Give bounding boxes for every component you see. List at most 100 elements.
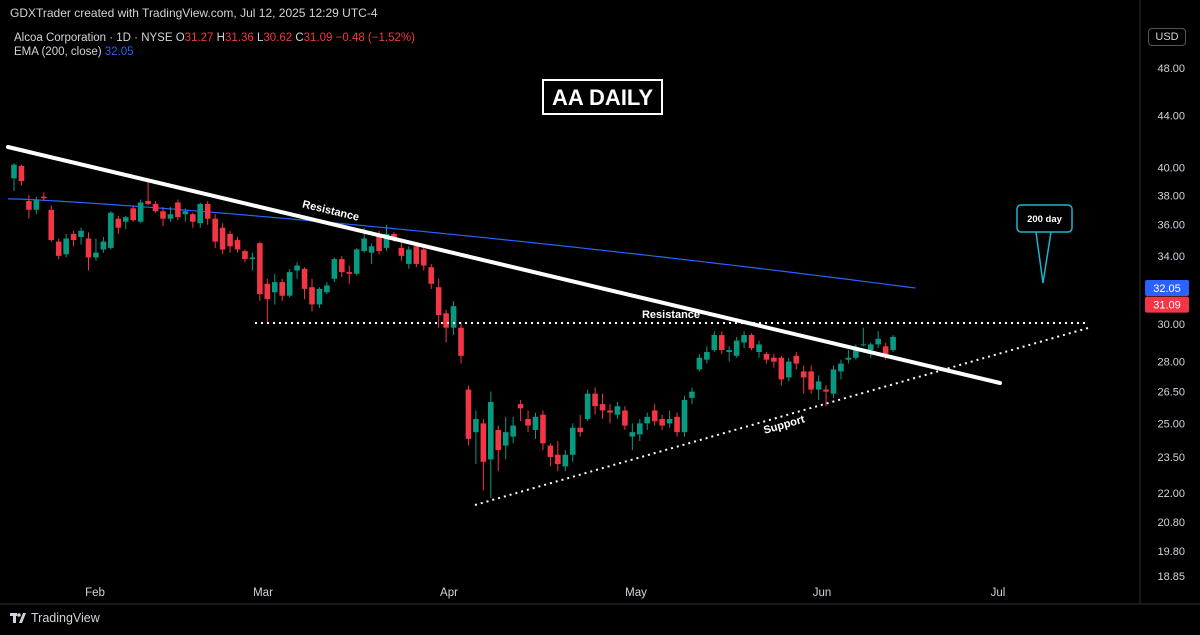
candle[interactable] bbox=[681, 395, 688, 437]
candle[interactable] bbox=[838, 359, 844, 380]
candle[interactable] bbox=[152, 201, 159, 213]
candle[interactable] bbox=[26, 195, 32, 219]
candle[interactable] bbox=[592, 387, 598, 415]
candle[interactable] bbox=[353, 247, 360, 276]
candle[interactable] bbox=[443, 309, 449, 343]
candle[interactable] bbox=[160, 206, 166, 227]
candle[interactable] bbox=[733, 336, 740, 358]
candle[interactable] bbox=[793, 351, 800, 370]
candle[interactable] bbox=[696, 353, 703, 372]
candle[interactable] bbox=[137, 199, 144, 224]
candle[interactable] bbox=[741, 331, 747, 349]
candle[interactable] bbox=[666, 410, 673, 428]
candle[interactable] bbox=[286, 268, 293, 298]
candle[interactable] bbox=[63, 233, 69, 258]
candle[interactable] bbox=[130, 205, 136, 222]
candle[interactable] bbox=[532, 412, 539, 439]
candle[interactable] bbox=[651, 404, 658, 426]
candle[interactable] bbox=[562, 450, 569, 472]
candle[interactable] bbox=[18, 164, 25, 186]
ema-row[interactable]: EMA (200, close) 32.05 bbox=[14, 45, 415, 59]
candle[interactable] bbox=[540, 410, 546, 451]
candle[interactable] bbox=[584, 389, 591, 422]
candle[interactable] bbox=[577, 414, 583, 437]
candle[interactable] bbox=[510, 416, 516, 444]
candle[interactable] bbox=[800, 365, 807, 394]
candle[interactable] bbox=[450, 300, 457, 336]
candle[interactable] bbox=[458, 322, 464, 364]
candle[interactable] bbox=[190, 212, 196, 228]
candle[interactable] bbox=[674, 412, 680, 437]
candle[interactable] bbox=[830, 365, 837, 398]
candle[interactable] bbox=[845, 350, 852, 364]
candle[interactable] bbox=[771, 353, 777, 368]
candle[interactable] bbox=[33, 196, 40, 215]
candle[interactable] bbox=[100, 236, 107, 253]
candle[interactable] bbox=[271, 273, 278, 305]
candle[interactable] bbox=[569, 423, 576, 462]
candle[interactable] bbox=[607, 404, 613, 424]
candle[interactable] bbox=[473, 410, 479, 465]
candle[interactable] bbox=[599, 393, 606, 420]
candle[interactable] bbox=[346, 265, 353, 284]
currency-button[interactable]: USD bbox=[1148, 28, 1186, 46]
candle[interactable] bbox=[860, 327, 867, 347]
candle[interactable] bbox=[406, 246, 412, 269]
candle[interactable] bbox=[555, 441, 561, 472]
candle[interactable] bbox=[704, 346, 710, 364]
candle[interactable] bbox=[435, 278, 442, 328]
candle[interactable] bbox=[212, 214, 218, 248]
candle[interactable] bbox=[242, 249, 248, 263]
candle[interactable] bbox=[70, 230, 77, 247]
candle[interactable] bbox=[547, 443, 554, 467]
candle[interactable] bbox=[525, 410, 531, 433]
candle[interactable] bbox=[48, 205, 55, 242]
candle[interactable] bbox=[227, 230, 233, 253]
candle[interactable] bbox=[368, 243, 375, 264]
candle[interactable] bbox=[55, 238, 62, 260]
candle[interactable] bbox=[197, 202, 204, 228]
candle[interactable] bbox=[219, 223, 226, 255]
candle[interactable] bbox=[808, 365, 814, 394]
candle[interactable] bbox=[614, 401, 621, 420]
candle[interactable] bbox=[629, 423, 636, 451]
candle[interactable] bbox=[815, 375, 822, 400]
candle[interactable] bbox=[234, 236, 241, 253]
candle[interactable] bbox=[748, 333, 755, 351]
candle[interactable] bbox=[316, 287, 323, 308]
candle[interactable] bbox=[502, 416, 509, 460]
tradingview-footer[interactable]: TradingView bbox=[10, 611, 100, 625]
candle[interactable] bbox=[428, 263, 434, 289]
candle[interactable] bbox=[823, 385, 829, 407]
candle[interactable] bbox=[145, 178, 151, 206]
candle[interactable] bbox=[413, 244, 420, 268]
candle[interactable] bbox=[204, 201, 211, 225]
candle[interactable] bbox=[711, 331, 718, 352]
candle[interactable] bbox=[175, 199, 181, 221]
candle[interactable] bbox=[309, 278, 315, 312]
candle[interactable] bbox=[756, 340, 762, 358]
candle[interactable] bbox=[264, 278, 271, 323]
candle[interactable] bbox=[182, 208, 189, 222]
candle[interactable] bbox=[331, 257, 338, 283]
candle[interactable] bbox=[279, 278, 285, 301]
candle[interactable] bbox=[85, 232, 92, 271]
candle[interactable] bbox=[398, 243, 405, 261]
candle[interactable] bbox=[867, 342, 874, 358]
candle[interactable] bbox=[167, 206, 174, 222]
candle[interactable] bbox=[488, 391, 494, 498]
candle[interactable] bbox=[78, 227, 84, 245]
candle[interactable] bbox=[718, 331, 725, 354]
candle[interactable] bbox=[689, 387, 695, 405]
candle[interactable] bbox=[495, 425, 502, 472]
candle[interactable] bbox=[115, 215, 122, 234]
candle[interactable] bbox=[339, 255, 345, 278]
candle[interactable] bbox=[108, 211, 114, 250]
candle[interactable] bbox=[726, 346, 732, 362]
candle[interactable] bbox=[786, 357, 792, 382]
candle[interactable] bbox=[622, 406, 628, 430]
candle[interactable] bbox=[637, 419, 643, 442]
candle[interactable] bbox=[644, 412, 651, 430]
candle[interactable] bbox=[41, 192, 47, 202]
